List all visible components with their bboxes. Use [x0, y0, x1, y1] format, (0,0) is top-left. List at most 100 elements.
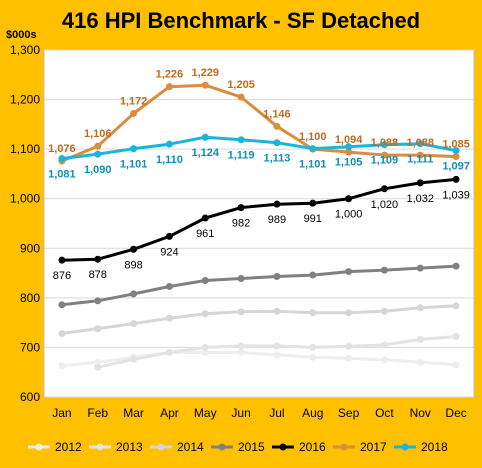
point-2016 [345, 195, 353, 203]
data-label-2017: 1,085 [442, 139, 470, 151]
point-2018 [416, 140, 424, 148]
point-2013 [416, 335, 424, 343]
series-line-2012 [61, 350, 457, 368]
data-label-2018: 1,113 [263, 153, 290, 165]
point-2016 [201, 214, 209, 222]
legend-label-2015: 2015 [238, 440, 265, 454]
point-2015 [237, 275, 245, 283]
data-label-2016: 1,000 [335, 209, 363, 221]
data-label-2016: 898 [124, 259, 142, 271]
legend-label-2018: 2018 [421, 440, 448, 454]
point-2017 [94, 142, 102, 150]
point-2012 [345, 354, 353, 362]
point-2014 [380, 307, 388, 315]
data-label-2018: 1,090 [84, 164, 112, 176]
data-label-2018: 1,101 [299, 159, 327, 171]
point-2015 [416, 264, 424, 272]
point-2016 [273, 200, 281, 208]
legend-label-2014: 2014 [177, 440, 204, 454]
point-2018 [273, 139, 281, 147]
data-label-2018: 1,119 [228, 150, 255, 162]
point-2012 [309, 353, 317, 361]
x-tick-label: May [194, 406, 217, 420]
chart-title: 416 HPI Benchmark - SF Detached [61, 8, 421, 33]
point-2013 [345, 342, 353, 350]
point-2013 [452, 333, 460, 341]
point-2016 [380, 185, 388, 193]
data-label-2017: 1,106 [84, 128, 112, 140]
point-2018 [201, 133, 209, 141]
point-2018 [452, 147, 460, 155]
point-2017 [165, 83, 173, 91]
point-2014 [201, 310, 209, 318]
point-2017 [237, 93, 245, 101]
point-2014 [165, 314, 173, 322]
y-tick-label: 900 [20, 241, 40, 255]
data-label-2016: 991 [304, 213, 322, 225]
data-label-2018: 1,110 [156, 154, 183, 166]
data-label-2016: 1,039 [442, 189, 470, 201]
data-label-2018: 1,097 [442, 161, 470, 173]
point-2013 [130, 355, 138, 363]
point-2012 [58, 362, 66, 370]
y-tick-label: 600 [20, 390, 40, 404]
data-label-2016: 1,020 [371, 199, 399, 211]
point-2018 [58, 155, 66, 163]
legend-marker-2014 [157, 443, 165, 451]
legend-marker-2017 [340, 443, 348, 451]
point-2014 [452, 302, 460, 310]
y-tick-label: 1,300 [10, 43, 40, 57]
point-2017 [130, 109, 138, 117]
point-2012 [237, 348, 245, 356]
legend-marker-2018 [401, 443, 409, 451]
point-2015 [201, 277, 209, 285]
point-2013 [309, 343, 317, 351]
series-line-2018 [61, 135, 457, 161]
x-tick-label: Aug [302, 406, 323, 420]
data-label-2016: 878 [89, 269, 107, 281]
data-label-2017: 1,076 [48, 143, 76, 155]
data-label-2016: 982 [232, 218, 250, 230]
point-2018 [345, 143, 353, 151]
data-label-2017: 1,146 [263, 108, 291, 120]
point-2016 [309, 199, 317, 207]
point-2015 [130, 290, 138, 298]
legend-marker-2016 [279, 443, 287, 451]
point-2018 [309, 145, 317, 153]
point-2014 [309, 309, 317, 317]
point-2013 [165, 348, 173, 356]
point-2015 [58, 301, 66, 309]
x-tick-label: Mar [123, 406, 144, 420]
point-2016 [94, 255, 102, 263]
point-2016 [130, 245, 138, 253]
series-line-2014 [61, 304, 457, 335]
x-tick-label: Oct [375, 406, 394, 420]
x-tick-label: Jun [231, 406, 250, 420]
data-label-2016: 989 [268, 214, 286, 226]
point-2015 [273, 273, 281, 281]
point-2013 [94, 363, 102, 371]
x-tick-label: Feb [87, 406, 108, 420]
point-2014 [273, 307, 281, 315]
data-label-2017: 1,100 [299, 131, 327, 143]
x-tick-label: Dec [445, 406, 466, 420]
point-2017 [380, 151, 388, 159]
legend-label-2017: 2017 [360, 440, 387, 454]
point-2017 [416, 151, 424, 159]
x-tick-label: Jan [52, 406, 71, 420]
data-label-2018: 1,101 [120, 159, 148, 171]
unit-label: $000s [6, 29, 37, 41]
point-2012 [452, 361, 460, 369]
series-line-2016 [61, 177, 457, 262]
point-2016 [165, 232, 173, 240]
legend-label-2013: 2013 [116, 440, 143, 454]
data-label-2018: 1,124 [191, 147, 219, 159]
legend-marker-2013 [96, 443, 104, 451]
data-label-2016: 924 [160, 246, 178, 258]
point-2014 [94, 325, 102, 333]
point-2014 [416, 304, 424, 312]
point-2015 [165, 282, 173, 290]
x-tick-label: Nov [410, 406, 431, 420]
point-2015 [309, 271, 317, 279]
point-2017 [345, 148, 353, 156]
